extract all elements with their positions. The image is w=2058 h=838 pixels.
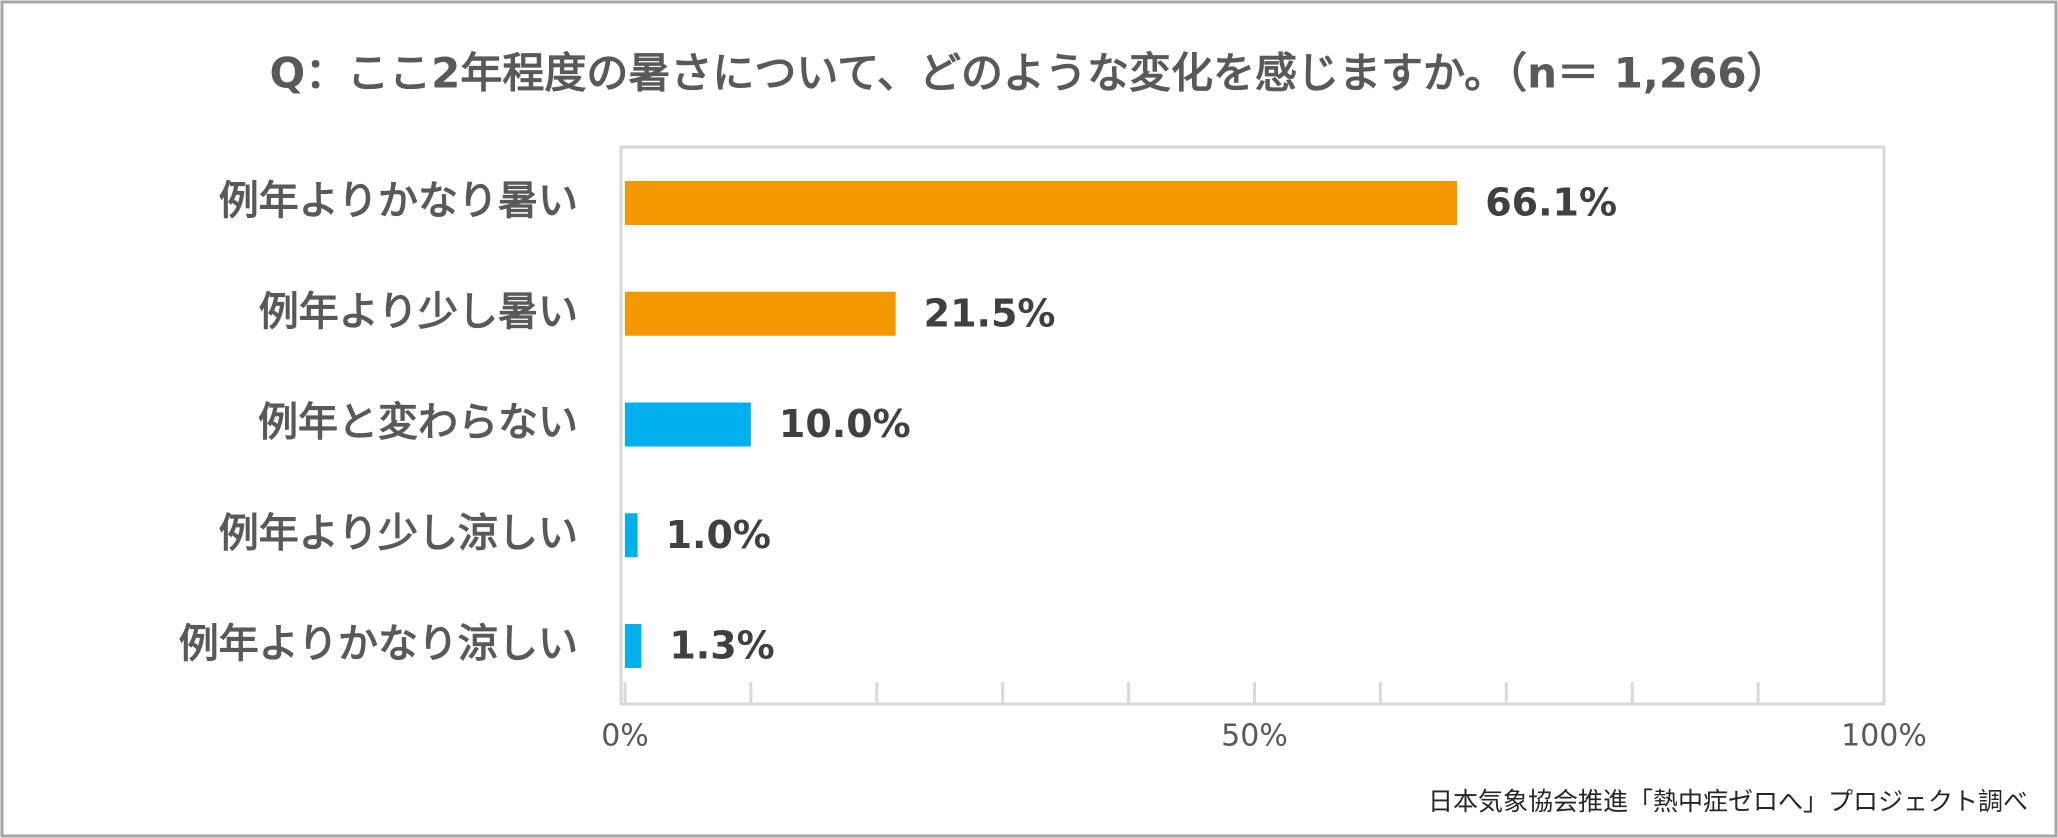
bar (625, 402, 751, 447)
value-label: 66.1% (1485, 181, 1617, 225)
x-tick-label: 50% (1221, 719, 1288, 754)
value-label: 1.3% (669, 624, 774, 668)
value-label: 1.0% (666, 513, 771, 557)
x-tick-label: 100% (1841, 719, 1927, 754)
chart-title: Q：ここ2年程度の暑さについて、どのような変化を感じますか。（n＝ 1,266） (269, 49, 1788, 98)
y-tick-label: 例年より少し暑い (259, 289, 578, 335)
bar (625, 181, 1458, 225)
plot-area (619, 145, 1886, 706)
y-tick-label: 例年よりかなり暑い (219, 178, 578, 224)
bar (625, 291, 896, 336)
value-label: 21.5% (924, 291, 1056, 335)
x-tick-label: 0% (601, 719, 649, 754)
y-tick-label: 例年より少し涼しい (219, 510, 578, 556)
value-label: 10.0% (779, 402, 911, 446)
bar (625, 513, 638, 558)
y-tick-label: 例年と変わらない (258, 400, 578, 446)
y-tick-label: 例年よりかなり涼しい (179, 621, 578, 667)
source-note: 日本気象協会推進「熱中症ゼロへ」プロジェクト調べ (1428, 787, 2028, 816)
bar (625, 624, 642, 668)
